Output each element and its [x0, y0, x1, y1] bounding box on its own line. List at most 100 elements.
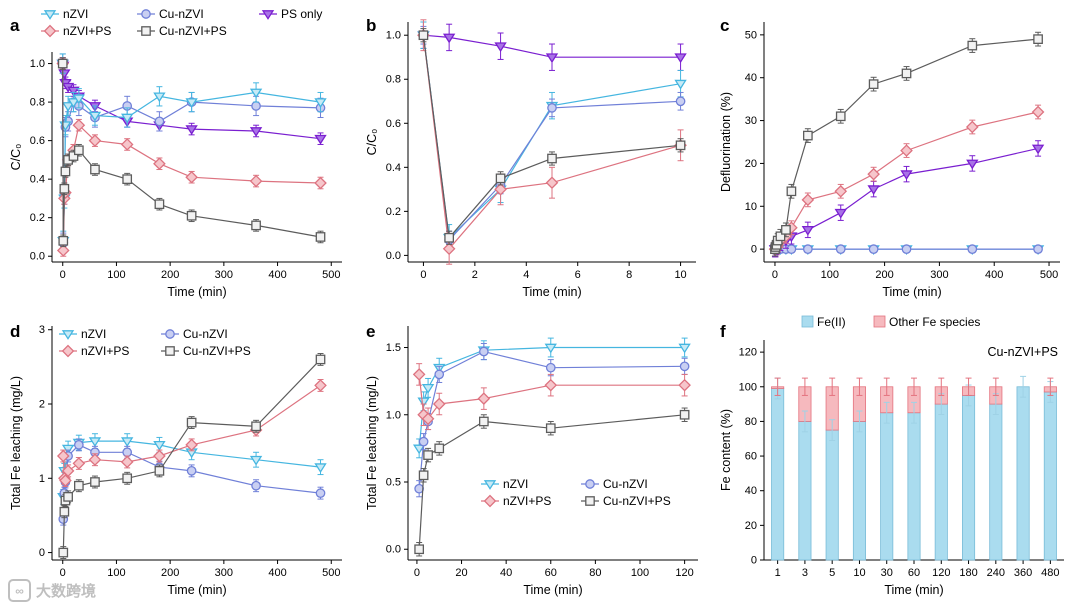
svg-text:PS only: PS only [281, 7, 322, 21]
panel-d: d 0 100 200 300 400 500 0 1 2 3 Time (min) Total Fe… [6, 312, 354, 600]
svg-text:100: 100 [107, 269, 125, 281]
svg-text:200: 200 [875, 269, 893, 281]
panel-label-f: f [720, 322, 726, 341]
svg-text:120: 120 [675, 567, 693, 579]
svg-text:500: 500 [322, 567, 340, 579]
svg-text:0.0: 0.0 [30, 251, 45, 263]
svg-text:Other Fe species: Other Fe species [889, 315, 980, 329]
panel-label-c: c [720, 16, 730, 35]
svg-text:Time (min): Time (min) [522, 285, 581, 299]
svg-text:5: 5 [829, 567, 835, 579]
svg-text:1.5: 1.5 [386, 342, 401, 354]
svg-text:Time (min): Time (min) [167, 285, 226, 299]
svg-text:60: 60 [745, 451, 757, 463]
svg-text:Total Fe leaching (mg/L): Total Fe leaching (mg/L) [365, 376, 379, 510]
svg-text:100: 100 [821, 269, 839, 281]
svg-text:360: 360 [1014, 567, 1032, 579]
svg-text:40: 40 [500, 567, 512, 579]
svg-text:C/C₀: C/C₀ [365, 129, 379, 156]
svg-text:0.4: 0.4 [30, 174, 45, 186]
svg-text:0: 0 [60, 269, 66, 281]
svg-text:nZVI+PS: nZVI+PS [503, 494, 551, 508]
svg-text:0: 0 [751, 244, 757, 256]
svg-text:500: 500 [322, 269, 340, 281]
svg-text:nZVI: nZVI [81, 327, 106, 341]
svg-text:300: 300 [930, 269, 948, 281]
svg-text:nZVI: nZVI [503, 477, 528, 491]
svg-text:0.5: 0.5 [386, 477, 401, 489]
chart-f-fe-content-bars: 0 20 40 60 80 100 120 Time (min) Fe content (%) 1… [719, 315, 1064, 597]
svg-text:nZVI: nZVI [63, 7, 88, 21]
svg-text:0.8: 0.8 [386, 74, 401, 86]
svg-text:0.0: 0.0 [386, 250, 401, 262]
svg-text:20: 20 [745, 520, 757, 532]
svg-text:8: 8 [626, 269, 632, 281]
svg-text:0.2: 0.2 [30, 212, 45, 224]
svg-text:400: 400 [268, 269, 286, 281]
chart-e-fe-leaching-short: 0 20 40 60 80 100 120 0.0 0.5 1.0 1.5 Time (min) Tot… [365, 326, 698, 597]
svg-text:0: 0 [414, 567, 420, 579]
svg-text:3: 3 [39, 324, 45, 336]
svg-text:1.0: 1.0 [386, 30, 401, 42]
chart-c-defluorination: 0 100 200 300 400 500 0 10 20 30 40 50 Time (min) Def… [719, 22, 1060, 299]
svg-text:0.0: 0.0 [386, 544, 401, 556]
svg-text:1: 1 [775, 567, 781, 579]
panel-label-b: b [366, 16, 377, 35]
svg-text:10: 10 [853, 567, 865, 579]
panel-b: b 0 2 4 6 8 10 0.0 0.2 0.4 0.6 0.8 1.0 Time (min) C/C… [362, 6, 710, 302]
svg-text:0.4: 0.4 [386, 162, 401, 174]
svg-text:2: 2 [472, 269, 478, 281]
svg-text:0.8: 0.8 [30, 97, 45, 109]
svg-text:400: 400 [268, 567, 286, 579]
svg-text:0: 0 [420, 269, 426, 281]
svg-text:30: 30 [745, 115, 757, 127]
svg-text:0.2: 0.2 [386, 206, 401, 218]
svg-text:10: 10 [674, 269, 686, 281]
svg-text:4: 4 [523, 269, 529, 281]
svg-text:100: 100 [107, 567, 125, 579]
svg-text:Time (min): Time (min) [523, 583, 582, 597]
svg-text:Cu-nZVI: Cu-nZVI [183, 327, 228, 341]
svg-text:1.0: 1.0 [386, 409, 401, 421]
svg-text:6: 6 [575, 269, 581, 281]
svg-text:Fe(II): Fe(II) [817, 315, 846, 329]
svg-text:200: 200 [161, 567, 179, 579]
svg-text:20: 20 [455, 567, 467, 579]
svg-text:300: 300 [215, 269, 233, 281]
panel-label-a: a [10, 16, 20, 35]
svg-text:Time (min): Time (min) [167, 583, 226, 597]
svg-text:20: 20 [745, 158, 757, 170]
panel-label-d: d [10, 322, 21, 341]
svg-text:100: 100 [631, 567, 649, 579]
svg-text:2: 2 [39, 399, 45, 411]
svg-text:Time (min): Time (min) [884, 583, 943, 597]
svg-text:Cu-nZVI+PS: Cu-nZVI+PS [603, 494, 671, 508]
svg-text:Cu-nZVI+PS: Cu-nZVI+PS [159, 24, 227, 38]
svg-text:3: 3 [802, 567, 808, 579]
svg-text:Cu-nZVI+PS: Cu-nZVI+PS [183, 344, 251, 358]
svg-text:200: 200 [161, 269, 179, 281]
chart-d-fe-leaching-long: 0 100 200 300 400 500 0 1 2 3 Time (min) Total Fe l… [9, 324, 342, 597]
svg-text:100: 100 [739, 381, 757, 393]
panel-e: e 0 20 40 60 80 100 120 0.0 0.5 1.0 1.5 Time (min) T… [362, 312, 710, 600]
svg-text:Defluorination (%): Defluorination (%) [719, 92, 733, 192]
panel-a: a 0 100 200 300 400 500 0.0 0.2 0.4 0.6 0.8 1.0 Time… [6, 6, 354, 302]
svg-text:Time (min): Time (min) [882, 285, 941, 299]
svg-text:180: 180 [959, 567, 977, 579]
svg-text:nZVI+PS: nZVI+PS [81, 344, 129, 358]
svg-text:40: 40 [745, 72, 757, 84]
svg-text:0: 0 [60, 567, 66, 579]
watermark-logo-icon: ∞ [8, 579, 31, 602]
svg-text:1.0: 1.0 [30, 58, 45, 70]
svg-text:0: 0 [39, 547, 45, 559]
panel-f: f 0 20 40 60 80 100 120 Time (min) Fe content (%… [716, 312, 1074, 600]
svg-text:480: 480 [1041, 567, 1059, 579]
svg-text:0: 0 [751, 555, 757, 567]
svg-text:300: 300 [215, 567, 233, 579]
svg-text:0.6: 0.6 [386, 118, 401, 130]
panel-label-e: e [366, 322, 376, 341]
svg-text:Cu-nZVI: Cu-nZVI [159, 7, 204, 21]
chart-a-cc0-vs-time: 0 100 200 300 400 500 0.0 0.2 0.4 0.6 0.8 1.0 Time (… [9, 7, 342, 299]
svg-text:Total Fe leaching (mg/L): Total Fe leaching (mg/L) [9, 376, 23, 510]
